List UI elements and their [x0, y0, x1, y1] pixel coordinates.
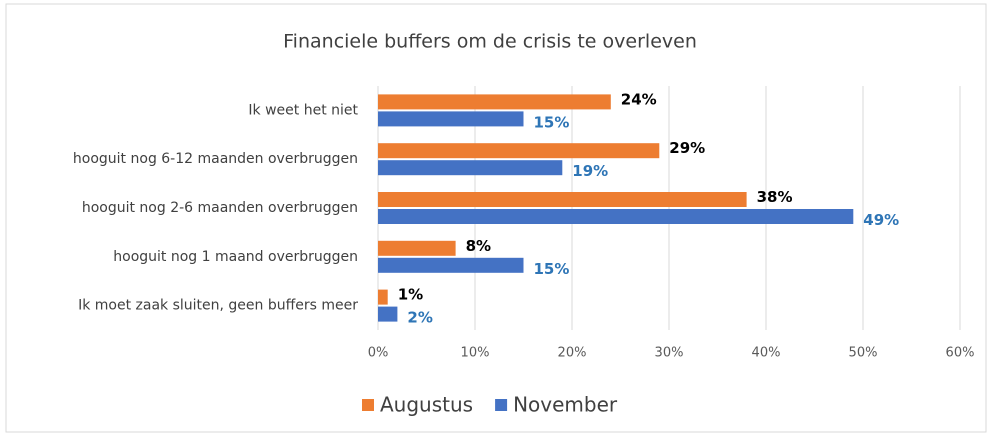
x-tick-label: 0%: [368, 346, 389, 361]
value-label: 49%: [863, 211, 899, 229]
legend-label: Augustus: [380, 393, 473, 417]
legend-label: November: [513, 393, 618, 417]
x-tick-label: 10%: [461, 346, 490, 361]
x-tick-label: 40%: [752, 346, 781, 361]
bar: [378, 94, 611, 110]
value-label: 2%: [407, 309, 432, 327]
y-tick-label: hooguit nog 1 maand overbruggen: [113, 249, 358, 265]
y-tick-label: hooguit nog 2-6 maanden overbruggen: [82, 200, 358, 216]
value-label: 15%: [534, 113, 570, 131]
value-label: 19%: [572, 162, 608, 180]
bar: [378, 143, 660, 159]
bar: [378, 240, 456, 256]
x-tick-label: 20%: [558, 346, 587, 361]
value-label: 38%: [757, 188, 793, 206]
bar: [378, 160, 563, 176]
y-tick-label: hooguit nog 6-12 maanden overbruggen: [73, 151, 358, 167]
value-label: 15%: [534, 260, 570, 278]
legend-swatch: [362, 399, 374, 411]
x-tick-label: 60%: [946, 346, 975, 361]
x-tick-label: 50%: [849, 346, 878, 361]
chart-title: Financiele buffers om de crisis te overl…: [283, 31, 697, 53]
bar: [378, 289, 388, 305]
value-label: 8%: [466, 237, 491, 255]
bar: [378, 209, 854, 224]
x-tick-label: 30%: [655, 346, 684, 361]
bar: [378, 111, 524, 127]
bar: [378, 257, 524, 273]
legend-swatch: [495, 399, 508, 411]
bar: [378, 306, 398, 322]
y-tick-label: Ik weet het niet: [248, 102, 358, 118]
value-label: 24%: [621, 90, 657, 108]
bar: [378, 192, 747, 207]
value-label: 1%: [398, 286, 423, 304]
value-label: 29%: [669, 139, 705, 157]
y-tick-label: Ik moet zaak sluiten, geen buffers meer: [78, 298, 358, 314]
